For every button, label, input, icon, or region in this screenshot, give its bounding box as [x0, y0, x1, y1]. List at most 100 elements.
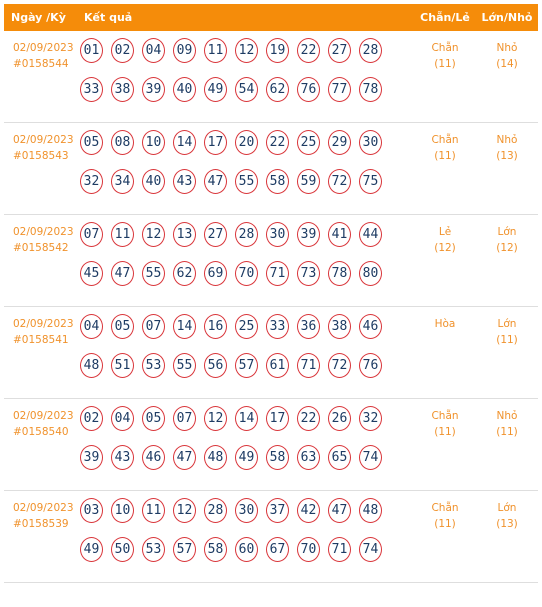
result-ball: 17	[204, 130, 227, 155]
result-ball: 44	[359, 222, 382, 247]
result-ball: 19	[266, 38, 289, 63]
table-row: 02/09/2023 #0158541 04 05 07 14 16 25 33 36 38 46 48…	[4, 307, 538, 399]
result-ball: 71	[297, 353, 320, 378]
result-ball: 77	[328, 77, 351, 102]
big-small-cell: Nhỏ (14)	[476, 31, 538, 122]
result-ball: 39	[297, 222, 320, 247]
big-small-count: (13)	[496, 518, 518, 530]
result-ball: 49	[204, 77, 227, 102]
result-ball: 33	[80, 77, 103, 102]
even-odd-cell: Chẵn (11)	[414, 491, 476, 582]
table-row: 02/09/2023 #0158542 07 11 12 13 27 28 30 39 41 44 45…	[4, 215, 538, 307]
result-ball: 28	[359, 38, 382, 63]
result-ball: 12	[142, 222, 165, 247]
draw-date-cell: 02/09/2023 #0158544	[4, 31, 80, 122]
result-ball: 51	[111, 353, 134, 378]
result-ball: 47	[328, 498, 351, 523]
result-balls: 07 11 12 13 27 28 30 39 41 44 45 47 55 62 69 70 71 73 78 80	[80, 215, 390, 306]
ball-line: 01 02 04 09 11 12 19 22 27 28	[80, 38, 390, 65]
big-small-value: Nhỏ	[496, 42, 518, 54]
big-small-value: Nhỏ	[496, 410, 518, 422]
spacer	[390, 491, 414, 582]
result-ball: 53	[142, 537, 165, 562]
result-ball: 33	[266, 314, 289, 339]
ball-line: 45 47 55 62 69 70 71 73 78 80	[80, 261, 390, 288]
big-small-cell: Lớn (13)	[476, 491, 538, 582]
result-ball: 63	[297, 445, 320, 470]
big-small-count: (13)	[496, 150, 518, 162]
result-ball: 03	[80, 498, 103, 523]
draw-date: 02/09/2023	[13, 502, 74, 514]
header-big-small: Lớn/Nhỏ	[481, 11, 533, 24]
draw-date-cell: 02/09/2023 #0158542	[4, 215, 80, 306]
table-body: 02/09/2023 #0158544 01 02 04 09 11 12 19 22 27 28 33…	[4, 31, 538, 583]
even-odd-count: (11)	[434, 518, 456, 530]
result-ball: 62	[173, 261, 196, 286]
result-ball: 59	[297, 169, 320, 194]
spacer	[390, 215, 414, 306]
result-ball: 74	[359, 445, 382, 470]
even-odd-cell: Chẵn (11)	[414, 31, 476, 122]
result-ball: 49	[80, 537, 103, 562]
table-row: 02/09/2023 #0158540 02 04 05 07 12 14 17 22 26 32 39…	[4, 399, 538, 491]
result-ball: 70	[297, 537, 320, 562]
result-ball: 34	[111, 169, 134, 194]
draw-date: 02/09/2023	[13, 42, 74, 54]
result-ball: 02	[111, 38, 134, 63]
result-ball: 55	[142, 261, 165, 286]
ball-line: 39 43 46 47 48 49 58 63 65 74	[80, 445, 390, 472]
result-ball: 22	[297, 406, 320, 431]
result-ball: 38	[111, 77, 134, 102]
result-ball: 38	[328, 314, 351, 339]
result-ball: 78	[328, 261, 351, 286]
even-odd-value: Chẵn	[431, 502, 459, 514]
result-ball: 74	[359, 537, 382, 562]
result-ball: 32	[359, 406, 382, 431]
even-odd-value: Chẵn	[431, 410, 459, 422]
ball-line: 49 50 53 57 58 60 67 70 71 74	[80, 537, 390, 564]
ball-line: 05 08 10 14 17 20 22 25 29 30	[80, 130, 390, 157]
result-ball: 72	[328, 169, 351, 194]
result-ball: 47	[173, 445, 196, 470]
result-ball: 14	[235, 406, 258, 431]
result-ball: 22	[297, 38, 320, 63]
result-balls: 04 05 07 14 16 25 33 36 38 46 48 51 53 55 56 57 61 71 72 76	[80, 307, 390, 398]
result-ball: 11	[142, 498, 165, 523]
result-ball: 04	[80, 314, 103, 339]
result-ball: 57	[173, 537, 196, 562]
result-ball: 12	[204, 406, 227, 431]
result-ball: 12	[173, 498, 196, 523]
result-ball: 73	[297, 261, 320, 286]
table-row: 02/09/2023 #0158544 01 02 04 09 11 12 19 22 27 28 33…	[4, 31, 538, 123]
result-ball: 46	[359, 314, 382, 339]
results-table: Ngày /Kỳ Kết quả Chẵn/Lẻ Lớn/Nhỏ 02/09/2…	[4, 4, 538, 583]
big-small-value: Lớn	[497, 318, 517, 330]
draw-date-cell: 02/09/2023 #0158541	[4, 307, 80, 398]
header-date: Ngày /Kỳ	[11, 11, 66, 24]
result-ball: 42	[297, 498, 320, 523]
result-ball: 47	[204, 169, 227, 194]
result-ball: 50	[111, 537, 134, 562]
big-small-value: Lớn	[497, 226, 517, 238]
result-ball: 14	[173, 130, 196, 155]
result-ball: 32	[80, 169, 103, 194]
big-small-count: (11)	[496, 426, 518, 438]
ball-line: 48 51 53 55 56 57 61 71 72 76	[80, 353, 390, 380]
big-small-cell: Nhỏ (11)	[476, 399, 538, 490]
result-ball: 46	[142, 445, 165, 470]
result-ball: 08	[111, 130, 134, 155]
big-small-count: (14)	[496, 58, 518, 70]
result-ball: 48	[80, 353, 103, 378]
result-ball: 25	[297, 130, 320, 155]
result-ball: 43	[173, 169, 196, 194]
big-small-count: (11)	[496, 334, 518, 346]
draw-date: 02/09/2023	[13, 410, 74, 422]
big-small-cell: Nhỏ (13)	[476, 123, 538, 214]
result-ball: 27	[204, 222, 227, 247]
result-ball: 30	[266, 222, 289, 247]
table-header: Ngày /Kỳ Kết quả Chẵn/Lẻ Lớn/Nhỏ	[4, 4, 538, 31]
table-row: 02/09/2023 #0158543 05 08 10 14 17 20 22 25 29 30 32…	[4, 123, 538, 215]
even-odd-cell: Lẻ (12)	[414, 215, 476, 306]
result-balls: 02 04 05 07 12 14 17 22 26 32 39 43 46 47 48 49 58 63 65 74	[80, 399, 390, 490]
result-ball: 60	[235, 537, 258, 562]
